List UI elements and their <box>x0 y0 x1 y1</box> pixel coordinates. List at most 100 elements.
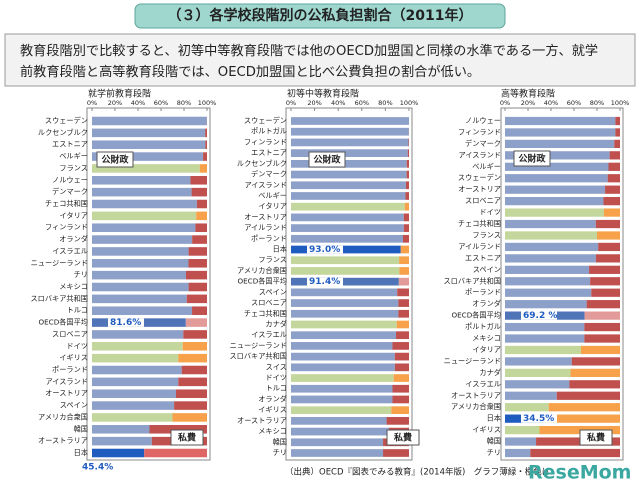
series-label: 公財政 <box>518 153 546 165</box>
category-label: OECD各国平均 <box>38 318 88 327</box>
bar-segment <box>172 413 207 422</box>
category-label: ニュージーランド <box>444 356 501 365</box>
bar-segment <box>92 247 189 256</box>
bar-segment <box>92 199 197 209</box>
label-bg <box>307 245 343 254</box>
series-label-box <box>579 429 613 446</box>
category-label: エストニア <box>251 148 287 157</box>
bar-segment <box>291 417 387 425</box>
bar-segment <box>386 417 409 425</box>
bar-segment <box>505 208 604 217</box>
bar-segment <box>505 334 585 343</box>
x-tick-label: 0% <box>87 99 97 107</box>
category-label: アメリカ合衆国 <box>451 402 501 411</box>
category-label: 韓国 <box>487 437 501 446</box>
category-label: デンマーク <box>251 170 287 179</box>
bar-segment <box>291 159 407 168</box>
bar-segment <box>396 331 409 340</box>
bar-segment <box>196 211 207 221</box>
bar-segment <box>392 384 409 393</box>
bar-segment <box>92 377 179 387</box>
category-label: イスラエル <box>251 330 287 339</box>
bar-segment <box>92 176 191 185</box>
series-label-box <box>96 151 134 168</box>
bar-segment <box>407 149 409 157</box>
category-label: スペイン <box>473 265 501 274</box>
category-label: オランダ <box>59 235 88 244</box>
category-label: トルコ <box>266 384 287 393</box>
category-label: ニュージーランド <box>31 258 88 267</box>
category-label: スウェーデン <box>458 173 501 182</box>
bar-segment <box>408 138 409 147</box>
series-label: 私費 <box>177 432 196 444</box>
category-label: オランダ <box>472 299 501 308</box>
bar-segment <box>291 117 409 125</box>
bar-segment <box>205 140 207 149</box>
category-label: スロベニア <box>251 298 287 307</box>
bar-segment <box>530 448 620 458</box>
bar-segment <box>291 363 395 372</box>
bar-segment <box>291 299 399 307</box>
bar-segment <box>505 437 537 446</box>
bar-segment <box>392 342 409 350</box>
label-bg <box>521 311 557 320</box>
bar-segment <box>195 223 207 232</box>
value-label: 93.0% <box>309 245 340 255</box>
summary-box <box>4 33 636 87</box>
category-label: スロベニア <box>52 329 88 338</box>
category-label: アメリカ合衆国 <box>38 412 88 421</box>
bar-segment <box>598 242 620 252</box>
bar-segment <box>536 437 620 446</box>
bar-segment <box>584 334 620 343</box>
bar-segment <box>192 306 207 315</box>
category-label: チリ <box>273 448 287 457</box>
summary-line: 前教育段階と高等教育段階では、OECD加盟国と比べ公費負担の割合が低い。 <box>20 63 480 80</box>
bar-segment <box>400 245 409 254</box>
bar-segment <box>505 174 608 183</box>
bar-segment <box>291 320 397 329</box>
x-tick-label: 100% <box>400 99 419 107</box>
x-tick-label: 60% <box>567 99 581 107</box>
bar-segment <box>291 245 401 254</box>
category-label: アイルランド <box>458 242 501 251</box>
bar-segment <box>291 277 399 286</box>
bar-segment <box>183 330 207 339</box>
category-label: オーストラリア <box>38 436 88 445</box>
bar-segment <box>92 270 186 280</box>
category-label: トルコ <box>67 306 88 315</box>
category-label: 日本 <box>487 414 501 423</box>
bar-segment <box>398 299 409 307</box>
bar-segment <box>92 152 204 161</box>
bar-segment <box>291 170 407 179</box>
bar-segment <box>580 345 620 355</box>
category-label: オーストリア <box>458 185 501 194</box>
category-label: フランス <box>59 163 88 172</box>
bar-segment <box>291 256 400 265</box>
category-label: 韓国 <box>273 437 287 446</box>
bar-segment <box>291 192 406 200</box>
bar-segment <box>591 288 620 297</box>
bar-segment <box>505 277 591 286</box>
category-label: イギリス <box>258 405 287 414</box>
bar-segment <box>403 213 409 222</box>
bar-segment <box>92 211 197 221</box>
x-tick-label: 0% <box>500 99 510 107</box>
bar-segment <box>607 174 620 183</box>
category-label: スイス <box>266 362 287 371</box>
category-label: ニュージーランド <box>230 341 287 350</box>
category-label: ノルウェー <box>52 175 88 184</box>
bar-segment <box>406 170 409 179</box>
bar-segment <box>203 152 207 161</box>
bar-segment <box>505 300 587 309</box>
bar-segment <box>291 395 393 404</box>
bar-segment <box>196 199 207 209</box>
bar-segment <box>291 331 397 340</box>
category-label: イギリス <box>472 425 501 434</box>
category-label: チリ <box>74 270 88 279</box>
x-tick-label: 80% <box>590 99 604 107</box>
bar-segment <box>406 159 409 168</box>
category-label: カナダ <box>265 319 287 328</box>
category-label: ドイツ <box>66 341 88 350</box>
bar-segment <box>291 127 409 136</box>
title: （３）各学校段階別の公私負担割合（2011年） <box>168 7 473 24</box>
